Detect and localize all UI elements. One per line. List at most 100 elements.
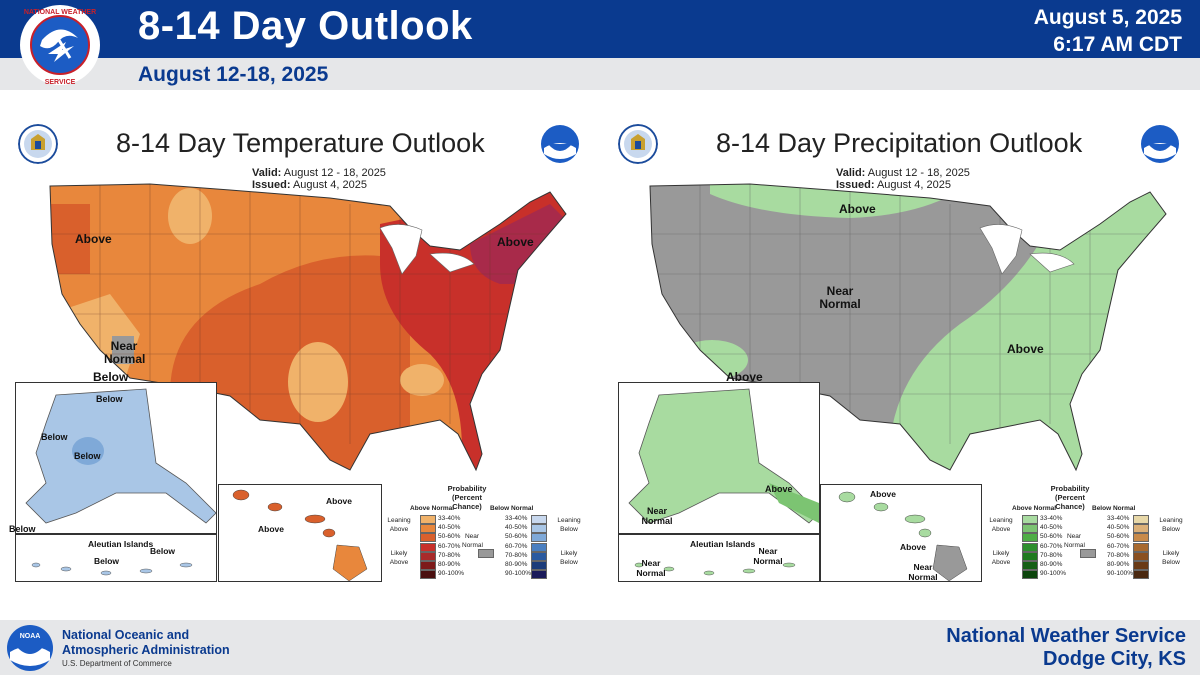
legend-subtitle: (Percent Chance)	[451, 493, 482, 511]
temperature-valid: Valid: August 12 - 18, 2025	[252, 167, 386, 180]
legend-swatch-above	[420, 542, 436, 552]
legend-range-below: 40-50%	[1107, 524, 1130, 532]
precipitation-valid: Valid: August 12 - 18, 2025	[836, 167, 970, 180]
ak-label-near-normal: Near Normal	[641, 506, 673, 526]
legend-swatch-below	[531, 561, 547, 570]
legend-swatch-below	[1133, 533, 1149, 543]
legend-subtitle: (Percent Chance)	[1054, 493, 1085, 511]
valid-value: August 12 - 18, 2025	[283, 167, 386, 179]
precipitation-alaska-inset	[618, 382, 820, 534]
precipitation-issued: Issued: August 4, 2025	[836, 179, 951, 192]
noaa-name-line1: National Oceanic and	[62, 628, 190, 642]
legend-range-above: 33-40%	[1040, 515, 1063, 522]
legend-range-below: 33-40%	[505, 515, 528, 522]
valid-value: August 12 - 18, 2025	[867, 167, 970, 179]
legend-swatch-above	[1022, 542, 1038, 552]
legend-title: Probability	[447, 484, 487, 493]
legend-near-normal: Near Normal	[1064, 533, 1085, 549]
legend-swatch-above	[1022, 515, 1038, 524]
legend-swatch-below	[531, 551, 547, 561]
legend-title: Probability	[1050, 484, 1090, 493]
hi-label-above1: Above	[870, 489, 896, 499]
legend-leaning-below: Leaning Below	[557, 517, 581, 533]
noaa-logo-icon: NOAA	[7, 625, 53, 671]
legend-range-above: 40-50%	[1040, 524, 1063, 532]
issued-value: August 4, 2025	[292, 179, 367, 191]
legend-range-above: 70-80%	[1040, 551, 1063, 559]
valid-label: Valid:	[836, 167, 866, 179]
noaa-icon	[1141, 125, 1179, 163]
precip-label-above-e: Above	[1007, 342, 1044, 356]
legend-range-below: 70-80%	[1107, 551, 1130, 559]
legend-below-head: Below Normal	[490, 505, 534, 512]
temperature-panel: 8-14 Day Temperature Outlook Valid: Augu…	[0, 112, 600, 612]
legend-near-normal: Near Normal	[462, 533, 483, 549]
legend-range-above: 60-70%	[1040, 542, 1063, 550]
ak-label-below1: Below	[96, 394, 123, 404]
legend-swatch-below	[531, 570, 547, 580]
precipitation-hawaii-map	[838, 491, 968, 582]
valid-label: Valid:	[252, 167, 282, 179]
aleutian-label-below: Below	[150, 546, 176, 556]
legend-leaning-above: Leaning Above	[387, 517, 411, 533]
temperature-issued: Issued: August 4, 2025	[252, 179, 367, 192]
legend-swatch-above	[420, 570, 436, 580]
legend-range-above: 90-100%	[438, 570, 465, 578]
hi-label-above2: Above	[900, 542, 926, 552]
office-name: National Weather Service	[946, 625, 1186, 647]
svg-text:NOAA: NOAA	[20, 633, 41, 640]
legend-range-above: 50-60%	[1040, 533, 1063, 541]
legend-swatch-above	[1022, 533, 1038, 543]
footer-bar	[0, 620, 1200, 675]
legend-above-head: Above Normal	[410, 505, 455, 512]
legend-swatch-above	[420, 551, 436, 561]
doc-seal-icon	[18, 124, 58, 164]
legend-likely-below: Likely Below	[560, 550, 578, 566]
precipitation-aleutian-inset	[618, 534, 820, 582]
legend-swatch-above	[420, 561, 436, 570]
legend-range-below: 90-100%	[1107, 570, 1134, 578]
precipitation-panel: 8-14 Day Precipitation Outlook Valid: Au…	[600, 112, 1200, 612]
subheader-bar	[0, 58, 1200, 90]
legend-swatch-above	[1022, 551, 1038, 561]
noaa-name-line2: Atmospheric Administration	[62, 643, 230, 657]
legend-range-below: 60-70%	[505, 542, 528, 550]
legend-range-above: 60-70%	[438, 542, 461, 550]
legend-swatch-above	[420, 533, 436, 543]
header-bar	[0, 0, 1200, 58]
legend-swatch-below	[1133, 551, 1149, 561]
issue-datetime: August 5, 2025 6:17 AM CDT	[1034, 4, 1182, 58]
legend-swatch-above	[420, 515, 436, 524]
legend-swatch-below	[1133, 561, 1149, 570]
issued-value: August 4, 2025	[876, 179, 951, 191]
legend-swatch-below	[531, 542, 547, 552]
page-title: 8-14 Day Outlook	[138, 4, 473, 48]
temp-label-above-ne: Above	[497, 235, 534, 249]
legend-likely-above: Likely Above	[389, 550, 409, 566]
legend-range-above: 80-90%	[1040, 561, 1063, 568]
legend-leaning-above: Leaning Above	[989, 517, 1013, 533]
svg-text:SERVICE: SERVICE	[45, 79, 76, 86]
ak-label-below4: Below	[9, 524, 36, 534]
noaa-department: U.S. Department of Commerce	[62, 659, 172, 668]
precipitation-alaska-map	[628, 388, 820, 524]
legend-swatch-above	[1022, 561, 1038, 570]
noaa-icon	[541, 125, 579, 163]
ak-label-above: Above	[765, 484, 793, 494]
legend-above-head: Above Normal	[1012, 505, 1057, 512]
legend-swatch-below	[1133, 524, 1149, 534]
legend-leaning-below: Leaning Below	[1159, 517, 1183, 533]
legend-range-below: 80-90%	[505, 561, 528, 568]
legend-swatch-above	[420, 524, 436, 534]
legend-swatch-above	[1022, 524, 1038, 534]
svg-text:NATIONAL WEATHER: NATIONAL WEATHER	[24, 9, 96, 16]
legend-swatch-below	[1133, 570, 1149, 580]
temperature-alaska-map	[25, 388, 217, 524]
temperature-aleutian-map	[31, 562, 193, 576]
legend-range-below: 33-40%	[1107, 515, 1130, 522]
issued-label: Issued:	[252, 179, 291, 191]
temperature-alaska-inset	[15, 382, 217, 534]
temperature-title: 8-14 Day Temperature Outlook	[116, 128, 485, 158]
issue-date: August 5, 2025	[1033, 6, 1182, 29]
ak-label-below3: Below	[74, 451, 101, 461]
